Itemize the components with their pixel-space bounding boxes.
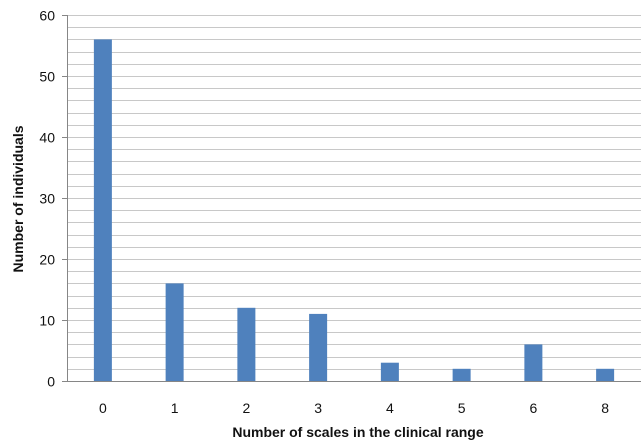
x-tick-label: 8: [601, 400, 609, 416]
y-tick-label: 40: [39, 130, 55, 146]
x-tick-label: 0: [99, 400, 107, 416]
bars-group: [93, 39, 615, 382]
y-tick-label: 50: [39, 69, 55, 85]
x-tick-label: 4: [386, 400, 394, 416]
bar: [309, 313, 328, 381]
bar: [524, 344, 543, 381]
y-tick-label: 0: [47, 374, 55, 390]
y-axis-title: Number of individuals: [10, 125, 26, 272]
x-axis-title: Number of scales in the clinical range: [232, 424, 484, 440]
bar: [380, 362, 399, 381]
axes-group: [62, 15, 641, 382]
bar: [596, 368, 615, 381]
x-tick-label: 5: [458, 400, 466, 416]
y-tick-labels: 0 10 20 30 40 50 60: [39, 8, 55, 390]
y-tick-label: 20: [39, 252, 55, 268]
x-tick-label: 1: [171, 400, 179, 416]
bar: [452, 368, 471, 381]
x-tick-labels: 0 1 2 3 4 5 6 8: [99, 400, 609, 416]
x-tick-label: 6: [529, 400, 537, 416]
bar: [165, 283, 184, 381]
y-tick-label: 60: [39, 8, 55, 24]
gridlines: [67, 15, 641, 370]
x-tick-label: 3: [314, 400, 322, 416]
x-tick-label: 2: [242, 400, 250, 416]
bar: [237, 307, 256, 381]
bar: [93, 39, 112, 382]
y-tick-label: 30: [39, 191, 55, 207]
y-tick-label: 10: [39, 313, 55, 329]
